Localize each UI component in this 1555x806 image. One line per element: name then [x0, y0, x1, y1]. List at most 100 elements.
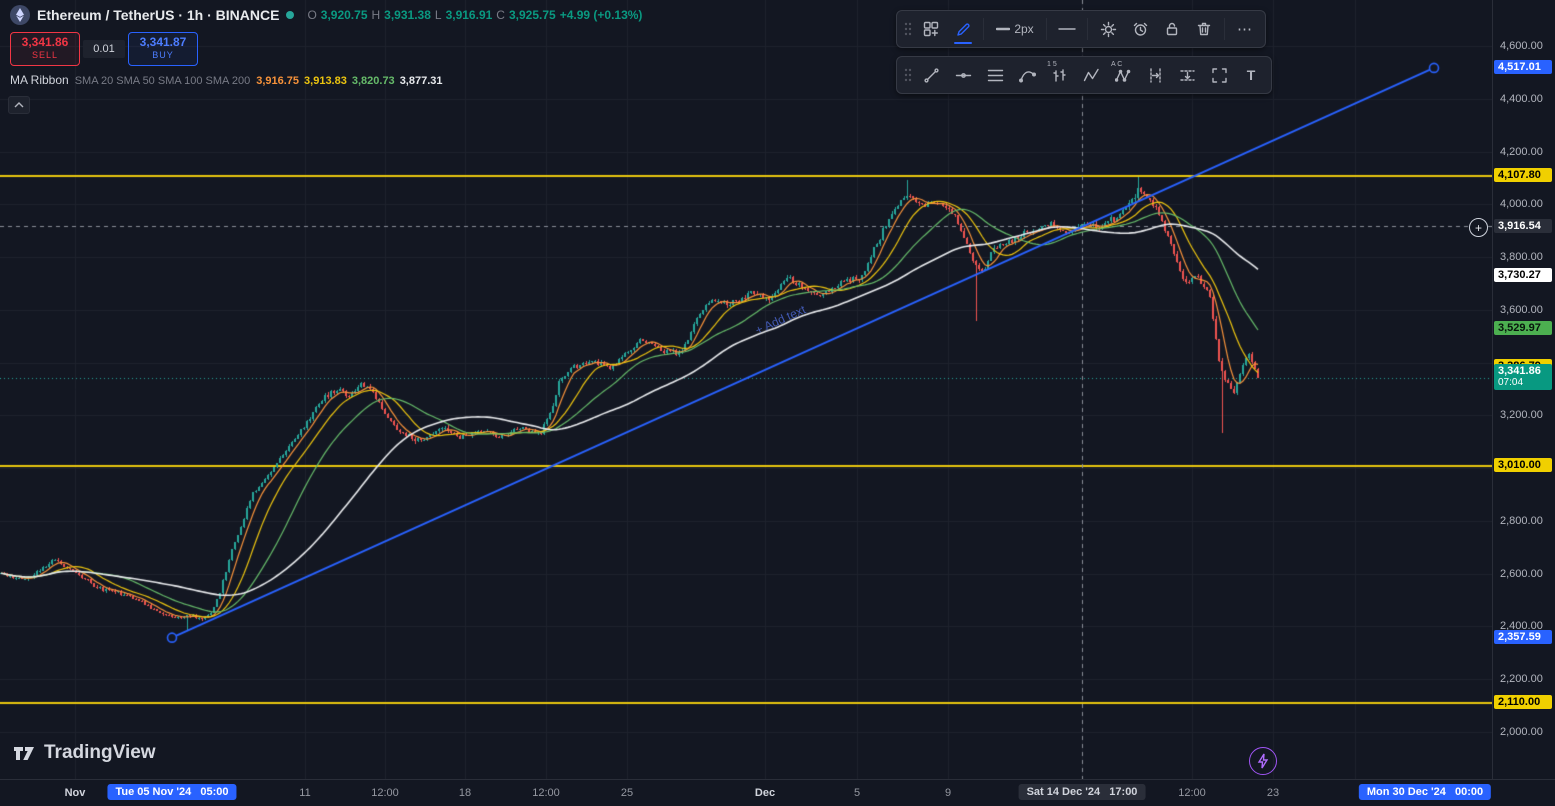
line-style-icon [1058, 28, 1076, 30]
time-tick: 18 [458, 787, 472, 799]
zigzag-icon [1083, 68, 1099, 81]
time-tick: 12:00 [371, 787, 399, 799]
draw-tool-button[interactable] [948, 14, 978, 44]
order-panel: 3,341.86 SELL 0.01 3,341.87 BUY [10, 32, 198, 66]
price-tick: 4,600.00 [1500, 40, 1543, 52]
time-label: Tue 05 Nov '24 05:00 [107, 784, 237, 800]
toolbar-separator [1087, 18, 1088, 40]
xabcd-pattern-tool[interactable]: A C [1108, 60, 1138, 90]
chevron-up-icon [14, 102, 24, 108]
time-tick: 5 [853, 787, 861, 799]
open-value: 3,920.75 [320, 8, 368, 22]
ellipsis-icon: ⋯ [1237, 21, 1253, 38]
collapse-indicators-button[interactable] [8, 96, 30, 114]
indicator-value: 3,820.73 [351, 75, 395, 87]
toolbar-drag-handle[interactable] [902, 16, 914, 42]
trash-icon [1197, 22, 1211, 36]
time-tick: 12:00 [1178, 787, 1206, 799]
horizontal-line-tool[interactable] [948, 60, 978, 90]
price-tick: 2,200.00 [1500, 673, 1543, 686]
market-status-dot[interactable] [286, 11, 295, 19]
ethereum-logo-icon [10, 5, 30, 25]
price-tick: 2,000.00 [1500, 726, 1543, 738]
time-tick: 25 [620, 787, 634, 799]
tradingview-logo[interactable]: TradingView [12, 741, 156, 765]
date-range-icon [1149, 67, 1161, 83]
time-label: Mon 30 Dec '24 00:00 [1358, 784, 1492, 800]
time-tick: 12:00 [532, 787, 560, 799]
price-range-icon [1179, 69, 1195, 81]
sell-label: SELL [31, 50, 59, 60]
time-axis[interactable]: Nov 11 12:00 18 12:00 25 Dec 5 9 12:00 23 Tue 05 No… [0, 779, 1555, 806]
price-tick: 3,200.00 [1500, 409, 1543, 422]
lightning-icon [1257, 753, 1269, 769]
price-label: 3,341.86 07:04 [1494, 364, 1552, 391]
price-tick: 3,800.00 [1500, 251, 1543, 264]
price-scale-plus-button[interactable]: + [1469, 218, 1488, 237]
layout-templates-button[interactable] [916, 14, 946, 44]
pitchfork-tool[interactable] [1012, 60, 1042, 90]
pattern-letters-label: A C [1111, 61, 1123, 68]
trend-line-icon [923, 67, 939, 83]
add-alert-button[interactable] [1125, 14, 1155, 44]
indicator-row[interactable]: MA Ribbon SMA 20 SMA 50 SMA 100 SMA 200 … [10, 73, 448, 87]
lock-icon [1166, 22, 1178, 36]
price-axis[interactable]: 4,600.00 4,400.00 4,200.00 4,000.00 3,800.00… [1492, 0, 1555, 779]
quick-trade-button[interactable] [1249, 747, 1277, 775]
bars-pattern-tool[interactable]: 1 5 [1044, 60, 1074, 90]
trend-line-tool[interactable] [916, 60, 946, 90]
price-label: 3,010.00 [1494, 458, 1552, 473]
fib-lines-icon [987, 69, 1003, 81]
buy-button[interactable]: 3,341.87 BUY [128, 32, 198, 66]
price-label: 4,517.01 [1494, 60, 1552, 75]
settings-button[interactable] [1093, 14, 1123, 44]
tradingview-logo-text: TradingView [44, 742, 156, 763]
delete-button[interactable] [1189, 14, 1219, 44]
drawing-toolbar-main: 2px ⋯ [896, 10, 1266, 48]
sell-button[interactable]: 3,341.86 SELL [10, 32, 80, 66]
low-label: L [434, 8, 442, 22]
symbol-title[interactable]: Ethereum / TetherUS · 1h · BINANCE [37, 7, 280, 23]
symbol-header: Ethereum / TetherUS · 1h · BINANCE O 3,9… [10, 5, 642, 25]
toolbar-drag-handle[interactable] [902, 62, 914, 88]
gear-icon [1100, 21, 1116, 37]
line-width-icon [996, 27, 1011, 31]
pattern-icon [1114, 69, 1130, 82]
indicator-values: 3,916.75 3,913.83 3,820.73 3,877.31 [256, 73, 447, 87]
curve-icon [1018, 70, 1036, 82]
close-value: 3,925.75 [508, 8, 556, 22]
price-range-tool[interactable] [1172, 60, 1202, 90]
price-tick: 4,000.00 [1500, 198, 1543, 211]
drawing-toolbar-tools: 1 5 A C T [896, 56, 1272, 94]
line-width-label: 2px [1014, 22, 1034, 36]
more-options-button[interactable]: ⋯ [1230, 14, 1260, 44]
bars-numbers-label: 1 5 [1047, 61, 1057, 68]
elliott-wave-tool[interactable] [1076, 60, 1106, 90]
lock-button[interactable] [1157, 14, 1187, 44]
line-style-button[interactable] [1052, 14, 1082, 44]
price-label: 4,107.80 [1494, 168, 1552, 183]
buy-price: 3,341.87 [139, 35, 187, 49]
time-tick: Nov [64, 787, 86, 799]
indicator-name: MA Ribbon [10, 73, 69, 87]
price-tick: 4,200.00 [1500, 145, 1543, 158]
quantity-field[interactable]: 0.01 [83, 40, 125, 58]
price-tick: 2,600.00 [1500, 567, 1543, 580]
sell-price: 3,341.86 [21, 35, 69, 49]
toolbar-separator [1046, 18, 1047, 40]
toolbar-separator [1224, 18, 1225, 40]
date-range-tool[interactable] [1140, 60, 1170, 90]
toolbar-separator [983, 18, 984, 40]
high-label: H [371, 8, 381, 22]
text-tool[interactable]: T [1236, 60, 1266, 90]
tradingview-logo-icon [14, 747, 34, 760]
open-label: O [307, 8, 317, 22]
price-label: 3,730.27 [1494, 267, 1552, 282]
price-label: 3,916.54 [1494, 218, 1552, 233]
chart-canvas[interactable] [0, 0, 1492, 779]
fib-retracement-tool[interactable] [980, 60, 1010, 90]
rectangle-tool[interactable] [1204, 60, 1234, 90]
pencil-icon [956, 22, 970, 36]
line-width-button[interactable]: 2px [989, 14, 1041, 44]
